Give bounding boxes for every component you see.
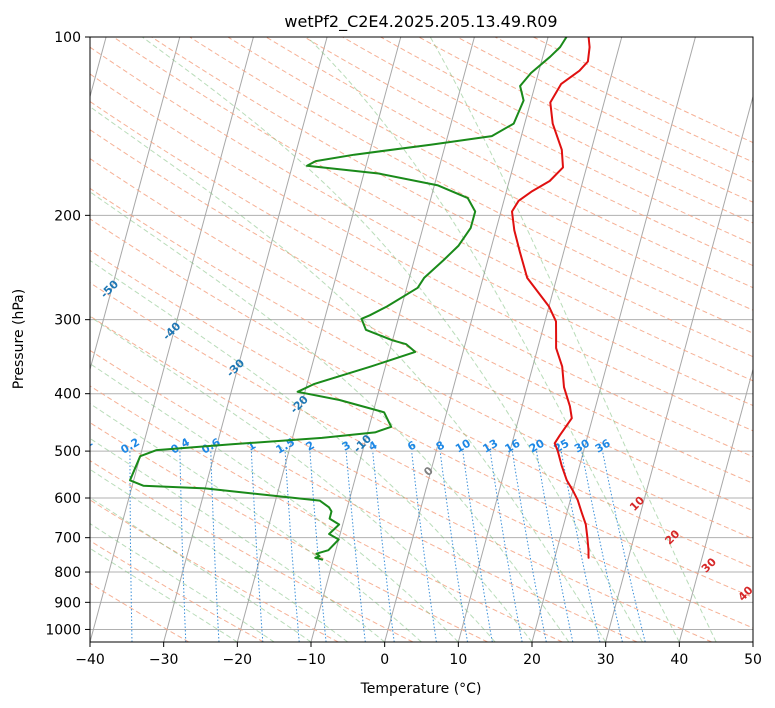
isotherm-line	[384, 37, 549, 642]
dry-adiabat-line	[227, 37, 753, 311]
y-tick-label: 800	[54, 565, 81, 581]
dry-adiabat-line	[90, 315, 712, 642]
y-tick-label: 500	[54, 444, 81, 460]
x-axis-ticks: −40 −30 −20 −10 0 10 20 30 40 50	[75, 642, 762, 668]
x-tick-label: 30	[597, 652, 615, 668]
mixing-ratio-line	[489, 451, 523, 642]
moist-adiabat-line	[90, 468, 349, 642]
dry-adiabat-line	[265, 37, 753, 289]
x-tick-label: 40	[670, 652, 688, 668]
dry-adiabat-line	[113, 37, 753, 382]
x-tick-label: −30	[149, 652, 179, 668]
mixing-ratio-line	[411, 451, 437, 642]
plot-frame	[89, 36, 754, 643]
y-tick-label: 200	[54, 208, 81, 224]
y-tick-label: 100	[54, 30, 81, 46]
mixing-ratio-line	[284, 451, 300, 642]
mixing-ratio-label: 0.1	[72, 436, 95, 457]
isotherm-line	[236, 37, 402, 642]
mixing-ratio-line	[129, 451, 133, 642]
dry-adiabat-line	[90, 540, 264, 642]
dry-adiabat-line	[90, 46, 753, 407]
mixing-ratio-line	[439, 451, 468, 642]
y-tick-label: 1000	[45, 622, 81, 638]
dry-adiabat-line	[90, 249, 753, 598]
moist-adiabat-line	[90, 403, 422, 642]
isotherm-line	[457, 37, 623, 642]
y-tick-label: 300	[54, 313, 81, 329]
moist-adiabat-line	[429, 37, 717, 642]
isotherm-line	[90, 37, 181, 372]
moist-adiabat-line	[90, 363, 459, 642]
moist-adiabats	[90, 37, 717, 642]
plot-area: 0.10.20.40.611.52346810131620253036-100-…	[72, 37, 753, 642]
dry-adiabat-line	[90, 73, 753, 432]
dry-adiabat-line	[90, 349, 638, 642]
dry-adiabat-line	[90, 218, 753, 569]
x-axis-label: Temperature (°C)	[360, 681, 482, 697]
mixing-ratio-line	[372, 451, 395, 642]
moist-adiabat-line	[90, 191, 570, 642]
y-axis-label: Pressure (hPa)	[11, 289, 27, 389]
isotherm-line	[163, 37, 328, 642]
dewpoint-profile	[129, 37, 568, 561]
mixing-ratio-line	[536, 451, 574, 642]
x-tick-label: 0	[380, 652, 389, 668]
mixing-ratio-line	[309, 451, 327, 642]
dry-adiabats	[90, 37, 753, 642]
x-tick-label: 50	[744, 652, 762, 668]
mixing-ratio-line	[345, 451, 366, 642]
mixing-ratio-line	[602, 451, 646, 642]
moist-adiabat-line	[90, 259, 533, 642]
mixing-ratio-line	[210, 451, 220, 642]
y-tick-label: 400	[54, 387, 81, 403]
pressure-gridlines	[90, 37, 753, 630]
x-tick-label: −10	[296, 652, 326, 668]
mixing-ratio-line	[250, 451, 264, 642]
y-tick-label: 900	[54, 595, 81, 611]
x-tick-label: 20	[523, 652, 541, 668]
chart-title: wetPf2_C2E4.2025.205.13.49.R09	[284, 12, 557, 32]
mixing-ratio-line	[560, 451, 601, 642]
mixing-ratio-line	[581, 451, 623, 642]
y-tick-label: 700	[54, 531, 81, 547]
x-tick-label: 10	[449, 652, 467, 668]
dry-adiabat-line	[90, 158, 753, 512]
dry-adiabat-line	[90, 100, 753, 458]
moist-adiabat-line	[90, 316, 496, 642]
dry-adiabat-line	[533, 37, 753, 144]
y-tick-label: 600	[54, 491, 81, 507]
dry-adiabat-line	[90, 187, 753, 540]
x-tick-label: −20	[223, 652, 253, 668]
mixing-ratio-lines	[129, 451, 646, 642]
moist-adiabat-line	[142, 37, 643, 642]
profile-series	[129, 37, 591, 561]
isotherm-line	[605, 94, 753, 642]
y-axis-ticks: 1000 900 800 700 600 500 400 300 200 100	[45, 30, 90, 638]
moist-adiabat-line	[90, 437, 386, 642]
dry-adiabat-line	[90, 282, 753, 629]
dry-adiabat-line	[90, 385, 563, 642]
mixing-ratio-line	[462, 451, 493, 642]
dry-adiabat-line	[418, 37, 753, 203]
moist-adiabat-line	[90, 496, 312, 642]
dry-adiabat-line	[380, 37, 753, 224]
x-tick-label: −40	[75, 652, 105, 668]
isotherm-line	[678, 367, 753, 642]
dry-adiabat-line	[90, 422, 488, 642]
dry-adiabat-line	[151, 37, 753, 358]
moist-adiabat-line	[90, 106, 607, 642]
temperature-profile	[511, 37, 591, 559]
mixing-ratio-line	[179, 451, 187, 642]
mixing-ratio-line	[511, 451, 547, 642]
